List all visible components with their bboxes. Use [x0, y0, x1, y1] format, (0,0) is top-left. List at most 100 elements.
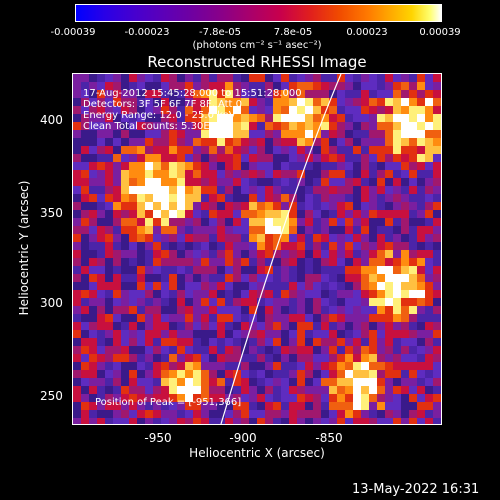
image-pixel — [433, 298, 441, 306]
image-pixel — [81, 418, 89, 424]
image-pixel — [193, 154, 201, 162]
image-pixel — [177, 298, 185, 306]
image-pixel — [97, 370, 105, 378]
image-pixel — [377, 186, 385, 194]
image-pixel — [345, 378, 353, 386]
image-pixel — [201, 362, 209, 370]
image-pixel — [185, 154, 193, 162]
image-pixel — [129, 250, 137, 258]
image-pixel — [201, 322, 209, 330]
image-pixel — [425, 146, 433, 154]
image-pixel — [129, 90, 137, 98]
image-pixel — [273, 394, 281, 402]
image-pixel — [153, 242, 161, 250]
image-pixel — [433, 210, 441, 218]
image-pixel — [305, 234, 313, 242]
image-pixel — [233, 338, 241, 346]
image-pixel — [257, 410, 265, 418]
image-pixel — [241, 378, 249, 386]
image-pixel — [201, 282, 209, 290]
image-pixel — [369, 234, 377, 242]
image-pixel — [97, 114, 105, 122]
image-pixel — [209, 154, 217, 162]
image-pixel — [377, 74, 385, 82]
image-pixel — [161, 178, 169, 186]
image-pixel — [401, 402, 409, 410]
image-pixel — [433, 218, 441, 226]
image-pixel — [433, 290, 441, 298]
image-pixel — [297, 378, 305, 386]
image-pixel — [145, 90, 153, 98]
image-pixel — [345, 410, 353, 418]
image-pixel — [121, 314, 129, 322]
image-pixel — [201, 410, 209, 418]
image-pixel — [313, 186, 321, 194]
image-pixel — [385, 250, 393, 258]
image-pixel — [393, 90, 401, 98]
image-pixel — [337, 290, 345, 298]
image-pixel — [265, 194, 273, 202]
image-pixel — [81, 258, 89, 266]
image-pixel — [217, 82, 225, 90]
image-pixel — [193, 162, 201, 170]
image-pixel — [249, 306, 257, 314]
image-pixel — [209, 266, 217, 274]
image-pixel — [369, 106, 377, 114]
image-pixel — [345, 394, 353, 402]
image-pixel — [313, 418, 321, 424]
image-pixel — [401, 242, 409, 250]
image-pixel — [321, 378, 329, 386]
image-pixel — [385, 146, 393, 154]
image-pixel — [73, 98, 81, 106]
image-pixel — [393, 394, 401, 402]
image-pixel — [273, 210, 281, 218]
image-pixel — [73, 138, 81, 146]
y-tick-label: 250 — [40, 389, 63, 403]
image-pixel — [409, 322, 417, 330]
image-pixel — [313, 154, 321, 162]
image-pixel — [265, 234, 273, 242]
image-pixel — [361, 146, 369, 154]
image-pixel — [201, 378, 209, 386]
image-pixel — [369, 306, 377, 314]
image-pixel — [81, 122, 89, 130]
image-pixel — [81, 282, 89, 290]
image-pixel — [193, 410, 201, 418]
image-pixel — [233, 242, 241, 250]
image-pixel — [257, 162, 265, 170]
image-pixel — [385, 114, 393, 122]
image-pixel — [289, 322, 297, 330]
image-pixel — [73, 170, 81, 178]
image-pixel — [217, 378, 225, 386]
image-pixel — [297, 362, 305, 370]
image-pixel — [113, 130, 121, 138]
image-pixel — [113, 122, 121, 130]
image-pixel — [257, 354, 265, 362]
image-pixel — [257, 98, 265, 106]
image-pixel — [105, 170, 113, 178]
image-pixel — [321, 410, 329, 418]
image-pixel — [209, 74, 217, 82]
image-pixel — [185, 250, 193, 258]
image-pixel — [209, 106, 217, 114]
image-pixel — [401, 258, 409, 266]
image-pixel — [129, 410, 137, 418]
image-pixel — [329, 98, 337, 106]
image-pixel — [129, 330, 137, 338]
image-pixel — [121, 282, 129, 290]
image-pixel — [369, 362, 377, 370]
image-pixel — [97, 162, 105, 170]
image-pixel — [241, 114, 249, 122]
image-pixel — [313, 114, 321, 122]
image-pixel — [345, 122, 353, 130]
image-pixel — [153, 154, 161, 162]
image-pixel — [185, 202, 193, 210]
image-pixel — [129, 114, 137, 122]
image-pixel — [177, 274, 185, 282]
image-pixel — [417, 362, 425, 370]
image-pixel — [193, 74, 201, 82]
image-pixel — [401, 138, 409, 146]
image-pixel — [161, 138, 169, 146]
image-pixel — [73, 322, 81, 330]
image-pixel — [297, 346, 305, 354]
